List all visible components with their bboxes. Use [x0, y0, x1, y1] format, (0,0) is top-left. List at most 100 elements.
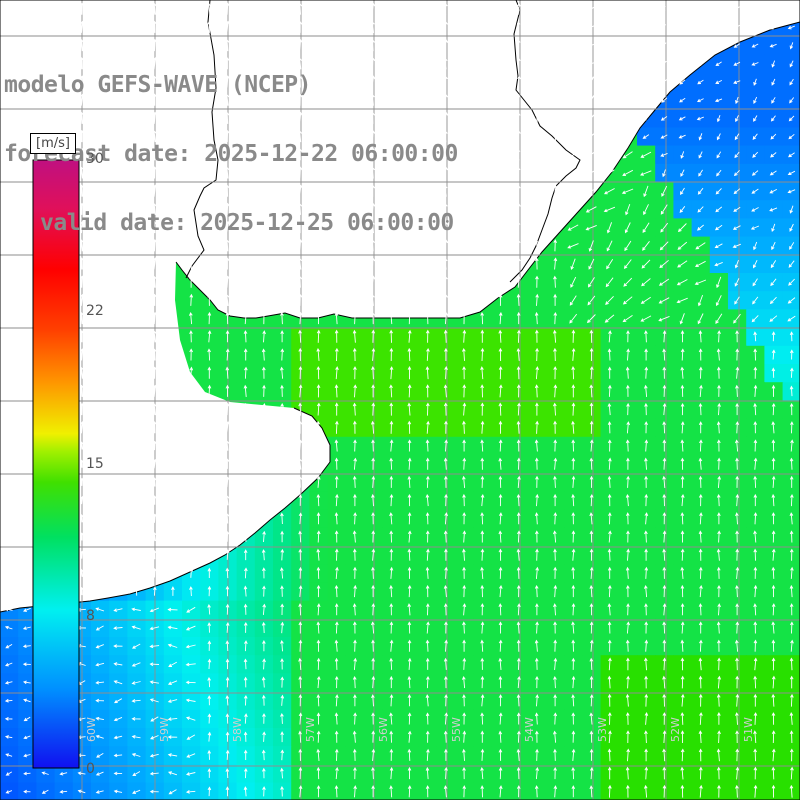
wind-arrow: [225, 93, 230, 106]
wind-arrow: [389, 166, 394, 179]
wind-arrow: [25, 587, 30, 595]
wind-arrow: [116, 459, 121, 469]
wind-arrow: [425, 493, 430, 507]
wind-arrow: [7, 239, 11, 252]
wind-arrow: [170, 366, 175, 379]
wind-arrow: [625, 639, 630, 652]
wind-arrow: [680, 421, 685, 434]
wind-arrow: [734, 296, 740, 305]
wind-arrow: [733, 169, 740, 177]
wind-arrow: [772, 748, 776, 762]
wind-arrow: [462, 730, 467, 743]
wind-arrow: [587, 277, 595, 288]
wind-arrow: [426, 2, 430, 15]
wind-arrow: [751, 188, 759, 194]
wind-arrow: [371, 457, 375, 470]
wind-arrow: [605, 25, 613, 30]
wind-arrow: [553, 584, 558, 598]
wind-arrow: [4, 717, 13, 721]
wind-arrow: [407, 439, 412, 452]
wind-arrow: [680, 566, 685, 579]
wind-arrow: [62, 2, 66, 15]
wind-arrow: [516, 584, 521, 598]
wind-arrow: [553, 694, 557, 707]
wind-arrow: [116, 384, 121, 397]
wind-arrow: [280, 494, 285, 506]
wind-arrow: [225, 184, 230, 197]
wind-arrow: [353, 621, 357, 634]
wind-arrow: [644, 475, 648, 488]
wind-arrow: [280, 184, 284, 197]
wind-arrow: [186, 716, 196, 721]
wind-arrow: [7, 496, 11, 504]
wind-arrow: [516, 293, 521, 306]
wind-arrow: [134, 75, 139, 88]
wind-arrow: [80, 2, 84, 15]
wind-arrow: [644, 639, 649, 652]
wind-arrow: [443, 402, 448, 416]
wind-arrow: [535, 566, 540, 579]
wind-arrow: [771, 349, 776, 360]
wind-arrow: [389, 603, 394, 616]
wind-arrow: [680, 748, 685, 762]
wind-arrow: [189, 275, 193, 288]
wind-arrow: [608, 657, 612, 671]
wind-arrow: [716, 276, 722, 289]
wind-arrow: [498, 202, 503, 215]
wind-arrow: [698, 330, 703, 343]
wind-arrow: [6, 2, 11, 15]
wind-arrow: [567, 79, 579, 85]
wind-arrow: [425, 566, 430, 579]
wind-arrow: [116, 166, 120, 179]
wind-arrow: [734, 259, 739, 269]
wind-arrow: [207, 111, 212, 124]
wind-arrow: [185, 644, 196, 649]
wind-arrow: [116, 532, 121, 541]
wind-arrow: [25, 93, 29, 106]
wind-arrow: [371, 257, 375, 270]
wind-arrow: [98, 421, 102, 434]
wind-arrow: [352, 730, 357, 743]
wind-arrow: [771, 784, 776, 798]
wind-arrow: [25, 496, 30, 504]
wind-arrow: [589, 457, 594, 470]
wind-arrow: [769, 170, 777, 176]
wind-arrow: [715, 24, 722, 31]
wind-arrow: [80, 293, 85, 306]
wind-arrow: [462, 584, 467, 598]
wind-arrow: [715, 80, 723, 84]
wind-arrow: [771, 241, 776, 251]
wind-arrow: [189, 129, 193, 143]
wind-arrow: [716, 548, 721, 561]
wind-arrow: [498, 657, 503, 670]
wind-arrow: [298, 621, 303, 634]
wind-arrow: [588, 94, 595, 106]
wind-arrow: [80, 93, 85, 106]
wind-arrow: [753, 512, 758, 525]
wind-arrow: [153, 111, 157, 124]
wind-arrow: [80, 275, 84, 288]
wind-arrow: [753, 784, 758, 798]
wind-arrow: [334, 530, 339, 543]
wind-arrow: [280, 548, 285, 561]
wind-arrow: [316, 329, 321, 343]
wind-arrow: [698, 693, 703, 707]
wind-arrow: [753, 78, 757, 86]
wind-arrow: [622, 296, 633, 305]
wind-arrow: [753, 457, 758, 470]
wind-arrow: [771, 384, 776, 397]
wind-arrow: [660, 204, 668, 215]
wind-arrow: [753, 766, 758, 780]
wind-arrow: [153, 184, 157, 197]
wind-arrow: [498, 38, 503, 52]
wind-arrow: [586, 314, 596, 324]
wind-arrow: [715, 188, 722, 195]
wind-arrow: [316, 2, 321, 15]
wind-arrow: [407, 366, 412, 380]
wind-arrow: [79, 166, 84, 179]
wind-arrow: [80, 129, 84, 143]
wind-arrow: [790, 766, 794, 780]
wind-arrow: [334, 384, 339, 398]
wind-arrow: [625, 566, 630, 579]
wind-arrow: [676, 297, 688, 304]
